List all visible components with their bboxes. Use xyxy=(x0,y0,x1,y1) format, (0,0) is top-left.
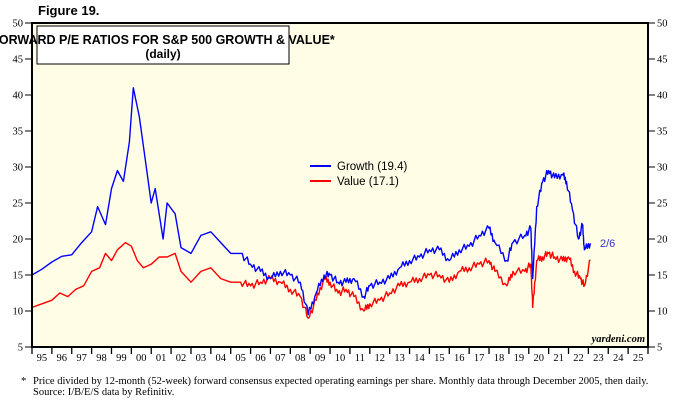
x-tick-label: 99 xyxy=(116,353,127,364)
y-tick-label-left: 15 xyxy=(13,271,24,282)
y-tick-label-right: 45 xyxy=(657,55,668,66)
x-tick-label: 08 xyxy=(295,353,306,364)
y-tick-label-right: 15 xyxy=(657,271,668,282)
y-tick-label-left: 50 xyxy=(13,19,24,30)
x-tick-label: 95 xyxy=(37,353,48,364)
x-tick-label: 06 xyxy=(255,353,266,364)
figure-label: Figure 19. xyxy=(38,3,100,18)
title-box: FORWARD P/E RATIOS FOR S&P 500 GROWTH & … xyxy=(0,25,335,65)
x-tick-label: 04 xyxy=(216,353,227,364)
y-tick-label-right: 5 xyxy=(657,343,662,354)
series-line-growth xyxy=(31,87,592,316)
watermark: yardeni.com xyxy=(590,334,645,345)
y-tick-label-left: 30 xyxy=(13,163,24,174)
series-line-value xyxy=(31,241,591,319)
x-tick-label: 23 xyxy=(593,353,604,364)
x-tick-label: 17 xyxy=(474,353,485,364)
x-tick-label: 24 xyxy=(613,353,624,364)
x-tick-label: 13 xyxy=(394,353,405,364)
y-tick-label-right: 40 xyxy=(657,91,668,102)
x-tick-label: 00 xyxy=(136,353,147,364)
x-tick-label: 11 xyxy=(355,353,365,364)
x-tick-label: 16 xyxy=(454,353,465,364)
footnote-text: Price divided by 12-month (52-week) forw… xyxy=(33,376,649,387)
x-tick-label: 10 xyxy=(335,353,346,364)
y-tick-label-left: 45 xyxy=(13,55,24,66)
y-tick-label-left: 40 xyxy=(13,91,24,102)
x-tick-label: 07 xyxy=(275,353,286,364)
x-tick-label: 20 xyxy=(533,353,544,364)
x-tick-label: 97 xyxy=(76,353,87,364)
x-axis: 95 96 97 98 99 00 01 02 03 04 05 06 07 08 09 10 11 12 13 14… xyxy=(31,347,649,364)
y-tick-label-right: 20 xyxy=(657,235,668,246)
x-tick-label: 05 xyxy=(235,353,246,364)
y-tick-label-left: 10 xyxy=(13,307,24,318)
x-tick-label: 09 xyxy=(315,353,326,364)
y-tick-label-right: 25 xyxy=(657,199,668,210)
x-tick-label: 25 xyxy=(633,353,644,364)
x-tick-label: 03 xyxy=(196,353,207,364)
end-date-label: 2/6 xyxy=(600,238,615,250)
x-tick-label: 02 xyxy=(176,353,187,364)
y-tick-label-right: 50 xyxy=(657,19,668,30)
y-tick-label-right: 35 xyxy=(657,127,668,138)
footnote-source: Source: I/B/E/S data by Refinitiv. xyxy=(33,387,175,398)
x-tick-label: 21 xyxy=(553,353,564,364)
legend-label-growth: Growth (19.4) xyxy=(337,161,407,173)
legend-label-value: Value (17.1) xyxy=(337,176,399,188)
x-tick-label: 22 xyxy=(573,353,584,364)
legend: Growth (19.4) Value (17.1) xyxy=(310,161,407,188)
x-tick-label: 18 xyxy=(494,353,505,364)
y-tick-label-left: 25 xyxy=(13,199,24,210)
left-y-axis: 5 10 15 20 25 30 35 40 45 50 xyxy=(13,19,32,354)
x-tick-label: 15 xyxy=(434,353,445,364)
chart-subtitle: (daily) xyxy=(145,47,180,61)
y-tick-label-left: 5 xyxy=(18,343,23,354)
x-tick-label: 14 xyxy=(414,353,425,364)
x-tick-label: 96 xyxy=(57,353,68,364)
plot-frame xyxy=(31,22,649,348)
x-tick-label: 01 xyxy=(156,353,167,364)
x-tick-label: 19 xyxy=(514,353,525,364)
footnote-marker: * xyxy=(21,376,27,387)
x-tick-label: 98 xyxy=(96,353,107,364)
chart-title: FORWARD P/E RATIOS FOR S&P 500 GROWTH & … xyxy=(0,33,335,47)
y-tick-label-left: 35 xyxy=(13,127,24,138)
y-tick-label-right: 10 xyxy=(657,307,668,318)
series-layer xyxy=(31,87,592,319)
footnote: * Price divided by 12-month (52-week) for… xyxy=(21,376,648,398)
y-tick-label-right: 30 xyxy=(657,163,668,174)
x-tick-label: 12 xyxy=(374,353,385,364)
right-y-axis: 5 10 15 20 25 30 35 40 45 50 xyxy=(648,19,668,354)
y-tick-label-left: 20 xyxy=(13,235,24,246)
